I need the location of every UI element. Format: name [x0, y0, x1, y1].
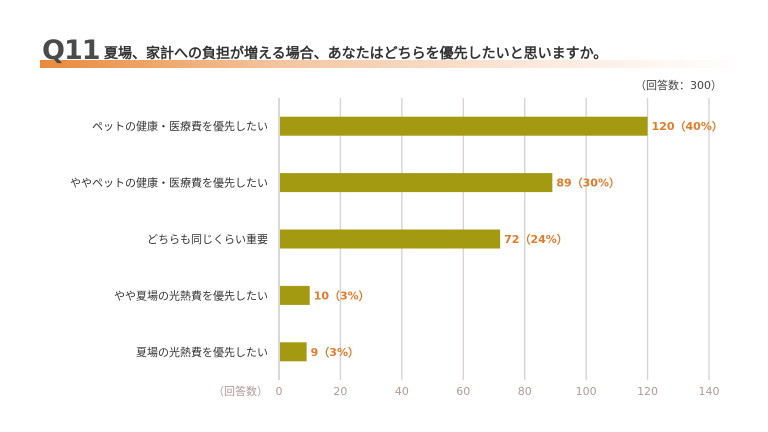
question-text: 夏場、家計への負担が増える場合、あなたはどちらを優先したいと思いますか。: [104, 46, 608, 62]
x-tick-label-100: 100: [576, 385, 597, 398]
x-tick-label-40: 40: [395, 385, 409, 398]
bar-1: [280, 116, 648, 136]
bar-2: [280, 173, 553, 193]
category-label-2: ややペットの健康・医療費を優先したい: [70, 176, 268, 190]
x-tick-label-140: 140: [699, 385, 720, 398]
category-label-1: ペットの健康・医療費を優先したい: [92, 119, 268, 133]
bar-3: [280, 229, 501, 249]
x-tick-label-80: 80: [518, 385, 532, 398]
value-label-2: 89（30%）: [556, 177, 620, 190]
chart-header: Q11 夏場、家計への負担が増える場合、あなたはどちらを優先したいと思いますか。: [40, 36, 740, 70]
bar-4: [280, 285, 310, 305]
x-tick-label-120: 120: [637, 385, 658, 398]
value-label-5: 9（3%）: [311, 346, 359, 359]
x-tick-label-20: 20: [333, 385, 347, 398]
category-label-3: どちらも同じくらい重要: [147, 232, 268, 246]
respondent-count: （回答数：300）: [635, 79, 722, 92]
category-label-4: やや夏場の光熱費を優先したい: [114, 288, 268, 302]
value-label-3: 72（24%）: [504, 233, 568, 246]
bar-5: [280, 342, 307, 362]
value-label-1: 120（40%）: [652, 120, 723, 133]
category-label-5: 夏場の光熱費を優先したい: [136, 345, 268, 359]
value-label-4: 10（3%）: [314, 289, 370, 302]
x-tick-label-0: 0: [276, 385, 283, 398]
question-number: Q11: [42, 35, 101, 66]
title-accent-band: [40, 60, 740, 68]
x-tick-label-60: 60: [456, 385, 470, 398]
x-axis-label: （回答数）: [213, 384, 268, 398]
